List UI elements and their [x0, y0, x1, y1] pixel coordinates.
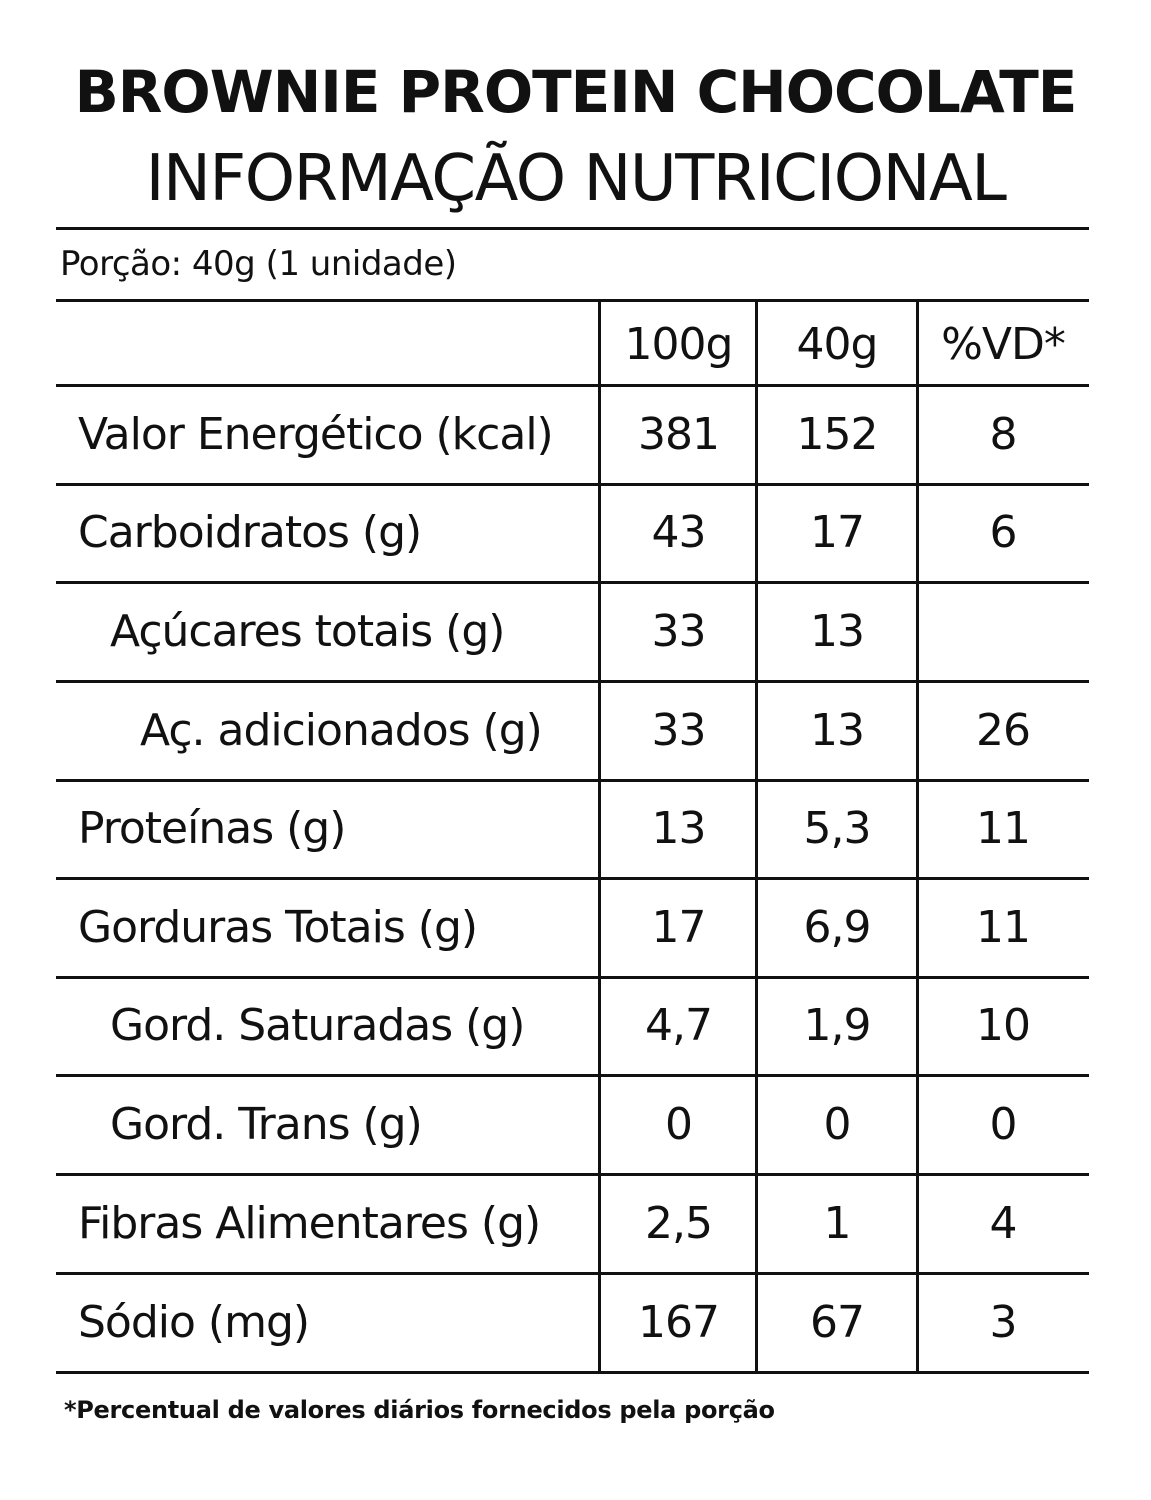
row-label: Fibras Alimentares (g): [78, 1198, 541, 1249]
row-label: Gorduras Totais (g): [78, 902, 478, 953]
value-vd: 11: [976, 803, 1031, 854]
footnote: *Percentual de valores diários fornecido…: [64, 1396, 775, 1424]
value-40g: 152: [796, 409, 879, 460]
row-label: Gord. Saturadas (g): [110, 1000, 525, 1051]
value-vd: 6: [989, 507, 1018, 558]
table-row-divider: [56, 877, 1089, 880]
value-40g: 1: [823, 1198, 852, 1249]
value-vd: 10: [976, 1000, 1031, 1051]
value-100g: 0: [665, 1099, 693, 1150]
portion-size: Porção: 40g (1 unidade): [60, 244, 457, 284]
value-40g: 5,3: [803, 803, 872, 854]
value-40g: 17: [810, 507, 865, 558]
value-100g: 43: [651, 507, 707, 558]
product-title: BROWNIE PROTEIN CHOCOLATE: [74, 58, 1078, 126]
table-row-divider: [56, 483, 1089, 486]
value-40g: 1,9: [803, 1000, 872, 1051]
value-vd: 11: [976, 902, 1031, 953]
value-vd: 0: [989, 1099, 1018, 1150]
value-vd: [917, 584, 1089, 680]
table-row-divider: [56, 581, 1089, 584]
row-label: Proteínas (g): [78, 803, 346, 854]
column-divider: [755, 300, 758, 1374]
value-100g: 167: [638, 1297, 720, 1348]
row-label: Sódio (mg): [78, 1297, 310, 1348]
table-row-divider: [56, 1074, 1089, 1077]
table-row-divider: [56, 680, 1089, 683]
row-label: Gord. Trans (g): [110, 1099, 423, 1150]
table-row-divider: [56, 1272, 1089, 1275]
label-heading: INFORMAÇÃO NUTRICIONAL: [145, 142, 1007, 216]
table-top-rule: [56, 299, 1089, 302]
row-label: Carboidratos (g): [78, 507, 422, 558]
column-header-100g: 100g: [624, 319, 734, 370]
row-label: Valor Energético (kcal): [78, 409, 554, 460]
value-100g: 2,5: [645, 1198, 713, 1249]
column-header-vd: %VD*: [941, 319, 1066, 370]
value-100g: 33: [651, 705, 707, 756]
value-40g: 6,9: [803, 902, 872, 953]
value-40g: 67: [810, 1297, 865, 1348]
value-vd: 4: [989, 1198, 1018, 1249]
value-vd: 8: [989, 409, 1018, 460]
column-header-40g: 40g: [796, 319, 879, 370]
value-vd: 26: [976, 705, 1031, 756]
value-40g: 13: [810, 606, 865, 657]
table-row-divider: [56, 976, 1089, 979]
table-row-divider: [56, 1173, 1089, 1176]
table-row-divider: [56, 1371, 1089, 1374]
value-100g: 33: [651, 606, 707, 657]
column-divider: [916, 300, 919, 1374]
table-row-divider: [56, 779, 1089, 782]
value-vd: 3: [989, 1297, 1018, 1348]
value-100g: 381: [638, 409, 720, 460]
value-100g: 4,7: [645, 1000, 713, 1051]
value-40g: 13: [810, 705, 865, 756]
rule-under-heading: [56, 227, 1089, 230]
value-100g: 13: [651, 803, 707, 854]
column-divider: [598, 300, 601, 1374]
table-row-divider: [56, 384, 1089, 387]
value-100g: 17: [651, 902, 707, 953]
row-label: Aç. adicionados (g): [140, 705, 543, 756]
row-label: Açúcares totais (g): [110, 606, 505, 657]
value-40g: 0: [823, 1099, 852, 1150]
